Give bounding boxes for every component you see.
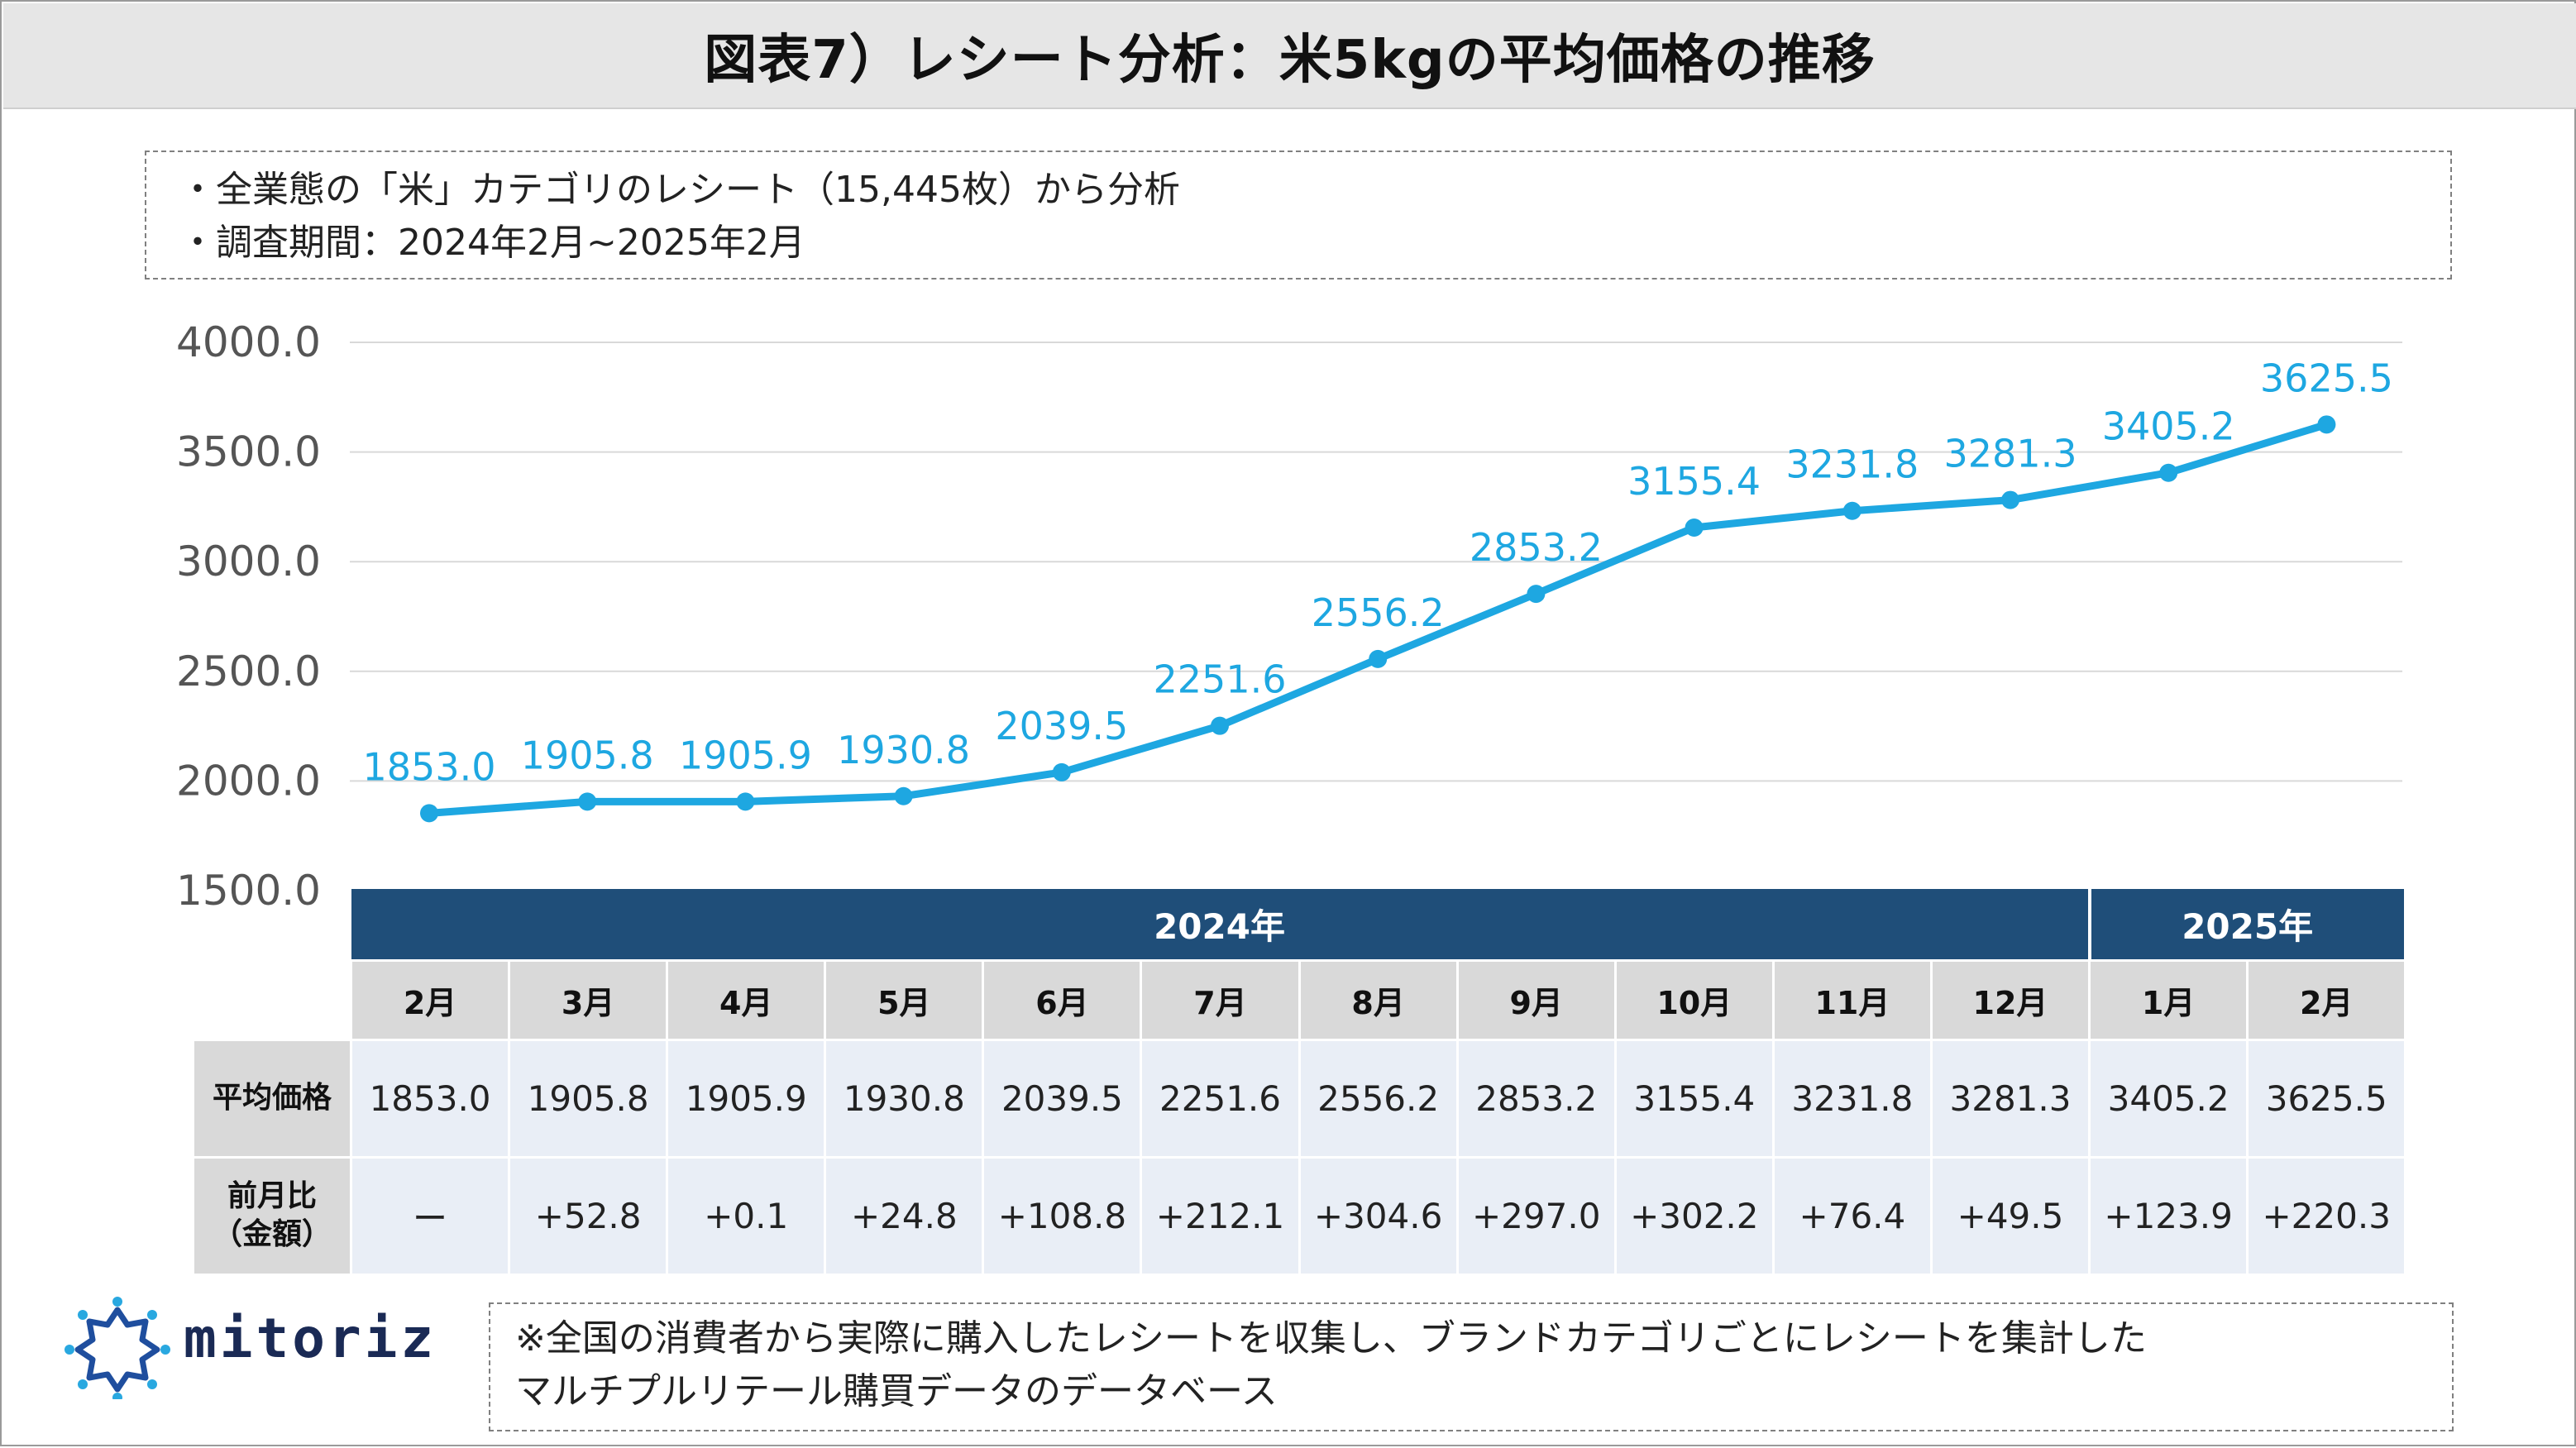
table-cell: +220.3 [2246, 1155, 2407, 1276]
table-cell: +304.6 [1298, 1155, 1459, 1276]
grid-layer [350, 342, 2402, 782]
table-cell: +0.1 [666, 1155, 827, 1276]
table-cell: 2251.6 [1140, 1038, 1301, 1159]
table-cell: 2853.2 [1455, 1038, 1617, 1159]
data-point [2001, 490, 2019, 509]
table-cell: 1905.8 [508, 1038, 669, 1159]
month-header: 1月 [2088, 958, 2249, 1041]
data-label: 3231.8 [1785, 442, 1919, 487]
data-label: 3155.4 [1627, 459, 1761, 504]
data-point [1211, 716, 1229, 735]
info-line-period: ・調査期間：2024年2月~2025年2月 [179, 222, 805, 264]
data-label: 2853.2 [1470, 525, 1603, 570]
month-header: 9月 [1455, 958, 1617, 1041]
month-header: 2月 [2246, 958, 2407, 1041]
table-cell: +123.9 [2088, 1155, 2249, 1276]
table-cell: +49.5 [1929, 1155, 2091, 1276]
month-header: 12月 [1929, 958, 2091, 1041]
y-tick-label: 3000.0 [176, 538, 321, 585]
month-header: 7月 [1140, 958, 1301, 1041]
note-line-1: ※全国の消費者から実際に購入したレシートを収集し、ブランドカテゴリごとにレシート… [515, 1317, 2147, 1360]
table-cell: +24.8 [824, 1155, 985, 1276]
month-header: 5月 [824, 958, 985, 1041]
data-point [420, 804, 438, 823]
data-point [736, 792, 755, 811]
table-cell: +76.4 [1771, 1155, 1933, 1276]
data-label: 3625.5 [2260, 356, 2393, 400]
y-tick-label: 3500.0 [176, 428, 321, 476]
info-box: ・全業態の「米」カテゴリのレシート（15,445枚）から分析 ・調査期間：202… [145, 151, 2452, 280]
table-cell: +52.8 [508, 1155, 669, 1276]
data-point [2317, 415, 2336, 434]
data-points [420, 415, 2336, 823]
table-cell: +212.1 [1140, 1155, 1301, 1276]
data-point [578, 792, 597, 811]
data-label: 1905.8 [521, 733, 654, 777]
month-header: 8月 [1298, 958, 1459, 1041]
data-label: 1905.9 [679, 733, 812, 777]
table-cell: 3155.4 [1613, 1038, 1775, 1159]
month-header: 2月 [349, 958, 511, 1041]
page-title: 図表7）レシート分析：米5kgの平均価格の推移 [704, 30, 1876, 91]
month-header-row: 2月 3月 4月 5月 6月 7月 8月 9月 10月 11月 12月 1月 2月 [194, 958, 2407, 1041]
table-cell: 1930.8 [824, 1038, 985, 1159]
data-point [1842, 501, 1862, 520]
data-point [1527, 585, 1546, 604]
table-cell: 3281.3 [1929, 1038, 2091, 1159]
table-cell: 3405.2 [2088, 1038, 2249, 1159]
data-label: 2039.5 [995, 704, 1128, 748]
table-cell: 2039.5 [982, 1038, 1143, 1159]
year-header: 2025年 [2089, 889, 2407, 960]
y-tick-label: 2500.0 [176, 648, 321, 695]
y-tick-label: 2000.0 [176, 757, 321, 805]
data-table: 2024年 2025年 2月 3月 4月 5月 6月 7月 8月 9月 10月 11月 12月 1月 2月平… [192, 889, 2407, 1276]
table-cell: 1853.0 [349, 1038, 511, 1159]
data-label: 1930.8 [837, 728, 970, 772]
y-tick-label: 4000.0 [176, 318, 321, 366]
table-cell: 3231.8 [1771, 1038, 1933, 1159]
data-label: 2251.6 [1154, 657, 1287, 702]
table-cell: +108.8 [982, 1155, 1143, 1276]
row-header: 前月比 （金額） [192, 1155, 352, 1276]
title-bar: 図表7）レシート分析：米5kgの平均価格の推移 [3, 3, 2576, 109]
row-header: 平均価格 [192, 1038, 352, 1159]
year-header: 2024年 [351, 889, 2091, 960]
logo-text: mitoriz [184, 1307, 437, 1370]
data-point [1052, 762, 1071, 781]
table-cell: 1905.9 [666, 1038, 827, 1159]
data-point [1369, 649, 1388, 668]
info-line-sample: ・全業態の「米」カテゴリのレシート（15,445枚）から分析 [179, 169, 1180, 211]
month-header: 3月 [508, 958, 669, 1041]
month-header: 10月 [1613, 958, 1775, 1041]
data-point [894, 786, 913, 805]
table-cell: 3625.5 [2246, 1038, 2407, 1159]
data-point [2159, 463, 2178, 482]
logo-mark-icon [65, 1297, 170, 1403]
data-label: 2556.2 [1312, 590, 1445, 635]
month-header: 11月 [1771, 958, 1933, 1041]
y-tick-labels: 1500.0 2000.0 2500.0 3000.0 3500.0 4000.0 [176, 318, 321, 915]
year-header-row: 2024年 2025年 [194, 889, 2407, 960]
table-cell: +297.0 [1455, 1155, 1617, 1276]
logo: mitoriz [60, 1292, 490, 1403]
data-label: 3405.2 [2102, 404, 2235, 449]
table-cell: 2556.2 [1298, 1038, 1459, 1159]
note-line-2: マルチプルリテール購買データのデータベース [515, 1370, 1278, 1412]
data-label: 1853.0 [363, 744, 496, 789]
table-row: 平均価格 1853.0 1905.8 1905.9 1930.8 2039.5 2251.6… [192, 1038, 2407, 1159]
note-box: ※全国の消費者から実際に購入したレシートを収集し、ブランドカテゴリごとにレシート… [489, 1302, 2454, 1431]
table-cell: +302.2 [1613, 1155, 1775, 1276]
data-labels: 1853.0 1905.8 1905.9 1930.8 2039.5 2251.6 2556… [363, 356, 2393, 789]
data-label: 3281.3 [1944, 432, 2077, 476]
table-row: 前月比 （金額）ー +52.8 +0.1 +24.8 +108.8 +212.1 +304.… [192, 1155, 2407, 1276]
table-cell: ー [349, 1155, 511, 1276]
y-tick-label: 1500.0 [176, 867, 321, 915]
data-point [1685, 518, 1704, 537]
month-header: 6月 [982, 958, 1143, 1041]
month-header: 4月 [666, 958, 827, 1041]
